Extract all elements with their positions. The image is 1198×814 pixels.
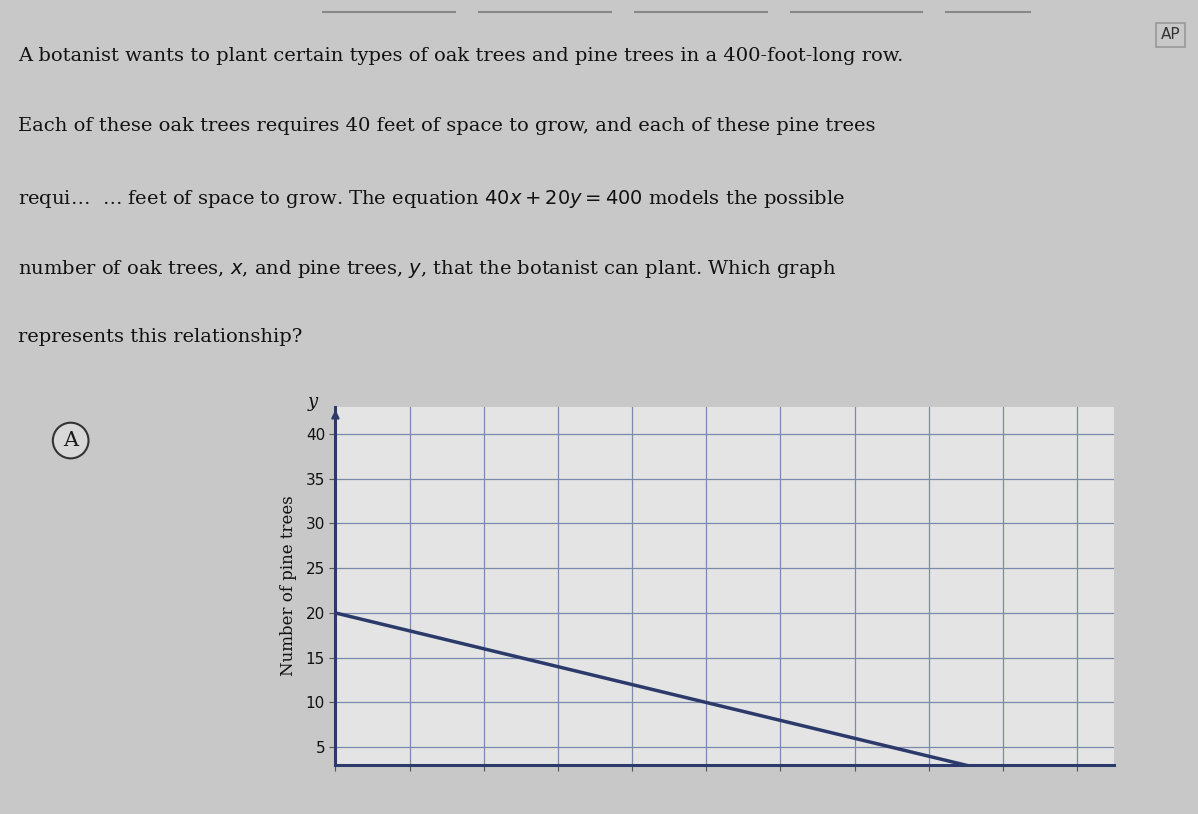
Y-axis label: Number of pine trees: Number of pine trees xyxy=(280,496,297,676)
Text: A: A xyxy=(63,431,78,450)
Text: requi…  … feet of space to grow. The equation $40x + 20y = 400$ models the possi: requi… … feet of space to grow. The equa… xyxy=(18,187,845,209)
Text: A botanist wants to plant certain types of oak trees and pine trees in a 400-foo: A botanist wants to plant certain types … xyxy=(18,47,903,65)
Text: number of oak trees, $x$, and pine trees, $y$, that the botanist can plant. Whic: number of oak trees, $x$, and pine trees… xyxy=(18,258,836,280)
Text: AP: AP xyxy=(1161,28,1180,42)
Text: y: y xyxy=(308,393,319,412)
Text: Each of these oak trees requires 40 feet of space to grow, and each of these pin: Each of these oak trees requires 40 feet… xyxy=(18,117,876,135)
Text: represents this relationship?: represents this relationship? xyxy=(18,328,302,346)
